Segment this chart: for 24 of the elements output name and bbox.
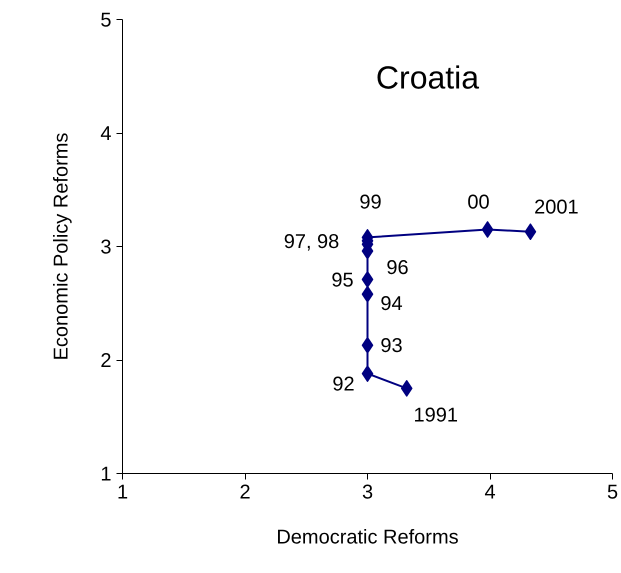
x-axis-title: Democratic Reforms	[276, 526, 459, 548]
text: Croatia	[376, 60, 480, 96]
annotation: 96	[386, 257, 409, 280]
annotation: 95	[331, 269, 354, 292]
annotation: 99	[359, 191, 382, 214]
y-tick-label: 4	[100, 123, 112, 145]
annotation: 93	[380, 335, 403, 358]
x-tick-label: 3	[362, 482, 374, 504]
x-tick-label: 4	[484, 482, 496, 504]
annotation: 1991	[413, 404, 458, 426]
annotation: 92	[332, 374, 355, 396]
y-tick-label: 2	[100, 350, 112, 372]
annotation: 94	[380, 293, 403, 316]
y-tick-label: 1	[100, 464, 112, 486]
x-tick-label: 1	[116, 482, 128, 504]
y-tick-label: 3	[100, 236, 112, 258]
annotation: 00	[467, 191, 490, 214]
annotation: 97, 98	[284, 231, 340, 254]
x-tick-label: 2	[239, 482, 251, 504]
x-tick-label: 5	[606, 482, 618, 504]
y-tick-label: 5	[100, 10, 112, 32]
y-axis-title: Economic Policy Reforms	[50, 132, 72, 360]
point	[400, 380, 413, 397]
annotation: 2001	[534, 196, 579, 219]
